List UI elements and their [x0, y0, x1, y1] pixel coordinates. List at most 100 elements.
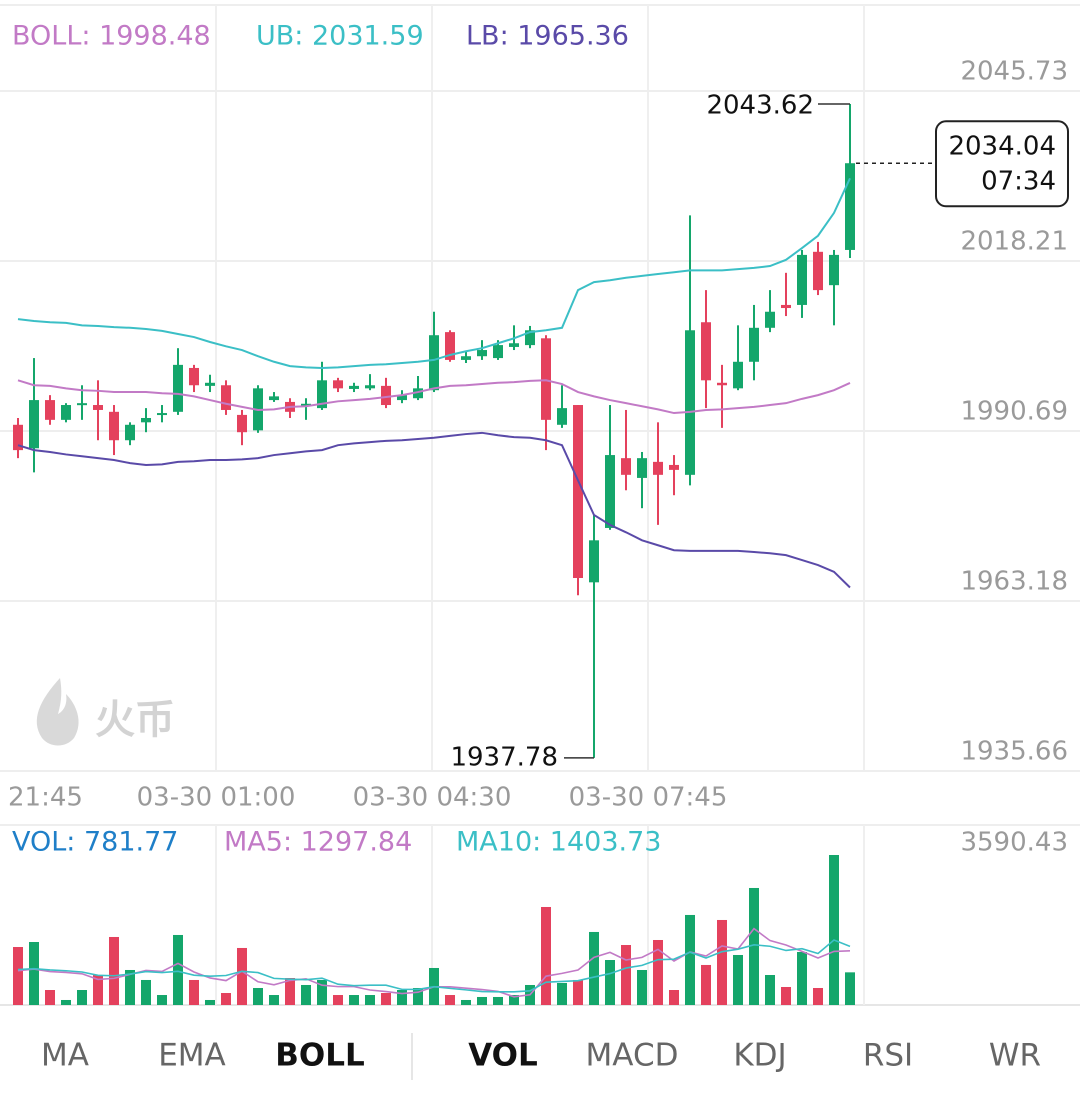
- volume-bar: [781, 986, 791, 1005]
- candle-body: [317, 380, 327, 409]
- candle-body: [701, 322, 711, 381]
- volume-bar: [621, 945, 631, 1005]
- volume-bar: [253, 987, 263, 1005]
- volume-bar: [685, 914, 695, 1005]
- volume-bar: [109, 936, 119, 1005]
- volume-bar: [845, 972, 855, 1005]
- volume-bar: [333, 995, 343, 1005]
- volume-bar: [141, 979, 151, 1005]
- volume-bar: [61, 999, 71, 1005]
- volume-bar: [45, 990, 55, 1005]
- indicator-tab[interactable]: RSI: [863, 1038, 913, 1074]
- watermark: 火币: [95, 697, 175, 743]
- candle-body: [141, 417, 151, 423]
- volume-bar: [29, 941, 39, 1005]
- volume-bar: [189, 979, 199, 1005]
- candle-body: [445, 332, 455, 360]
- y-tick-label: 2045.73: [960, 57, 1068, 87]
- candle-body: [125, 424, 135, 441]
- candle-body: [45, 400, 55, 420]
- candle-body: [413, 388, 423, 399]
- boll-line: [17, 177, 851, 369]
- legend-label: BOLL: 1998.48: [12, 21, 211, 52]
- volume-bar: [653, 939, 663, 1005]
- x-tick-label: 03-30 07:45: [569, 783, 728, 813]
- candle-body: [669, 464, 679, 470]
- low-label: 1937.78: [450, 742, 558, 772]
- volume-bar: [541, 906, 551, 1005]
- countdown: 07:34: [981, 167, 1056, 197]
- candle-body: [269, 396, 279, 401]
- volume-bar: [797, 951, 807, 1005]
- volume-bar: [13, 947, 23, 1005]
- last-price: 2034.04: [948, 132, 1056, 162]
- legend-label: MA5: 1297.84: [224, 827, 412, 858]
- volume-bar: [205, 999, 215, 1005]
- candle-body: [397, 395, 407, 401]
- volume-bar: [749, 887, 759, 1005]
- candle-body: [189, 367, 199, 386]
- y-tick-label: 1990.69: [960, 397, 1068, 427]
- legend-label: MA10: 1403.73: [456, 827, 661, 858]
- candle-body: [333, 380, 343, 389]
- last-price-box: [935, 120, 1069, 208]
- candle-body: [589, 540, 599, 583]
- volume-bar: [829, 855, 839, 1005]
- candle-body: [157, 413, 167, 416]
- candle-body: [845, 163, 855, 250]
- volume-bar: [733, 954, 743, 1005]
- y-tick-label: 2018.21: [960, 227, 1068, 257]
- high-label: 2043.62: [706, 91, 814, 121]
- volume-bar: [157, 995, 167, 1005]
- candle-body: [765, 311, 775, 328]
- legend-label: VOL: 781.77: [12, 827, 178, 858]
- legend-label: UB: 2031.59: [256, 21, 424, 52]
- volume-bar: [605, 960, 615, 1005]
- indicator-tab[interactable]: WR: [989, 1038, 1041, 1074]
- volume-bar: [445, 995, 455, 1005]
- volume-bar: [765, 975, 775, 1005]
- indicator-tab[interactable]: MA: [41, 1038, 89, 1074]
- candle-body: [781, 304, 791, 309]
- candle-body: [381, 385, 391, 406]
- volume-bar: [701, 964, 711, 1005]
- candle-body: [797, 254, 807, 305]
- candle-body: [733, 361, 743, 389]
- volume-bar: [589, 931, 599, 1005]
- candle-body: [717, 382, 727, 386]
- indicator-tab[interactable]: VOL: [468, 1038, 538, 1074]
- volume-bar: [237, 947, 247, 1005]
- x-tick-label: 03-30 04:30: [353, 783, 512, 813]
- volume-bar: [509, 995, 519, 1005]
- candle-body: [637, 458, 647, 478]
- candle-body: [173, 364, 183, 412]
- candle-body: [605, 455, 615, 528]
- volume-bar: [317, 979, 327, 1005]
- candle-body: [653, 461, 663, 475]
- volume-bar: [93, 975, 103, 1005]
- indicator-tab[interactable]: BOLL: [275, 1038, 365, 1074]
- volume-bar: [397, 990, 407, 1005]
- volume-bar: [573, 979, 583, 1005]
- boll-line: [17, 431, 851, 589]
- volume-bar: [381, 993, 391, 1005]
- ma-line: [17, 939, 851, 993]
- candle-body: [77, 403, 87, 406]
- volume-bar: [125, 969, 135, 1005]
- candle-body: [237, 414, 247, 433]
- y-tick-label: 1935.66: [960, 737, 1068, 767]
- y-tick-label: 3590.43: [960, 828, 1068, 858]
- indicator-tab[interactable]: MACD: [586, 1038, 679, 1074]
- legend-label: LB: 1965.36: [466, 21, 629, 52]
- indicator-tab[interactable]: KDJ: [733, 1038, 786, 1074]
- candle-body: [525, 330, 535, 346]
- layout: [0, 4, 1080, 1080]
- volume-bar: [461, 999, 471, 1005]
- candle-body: [749, 327, 759, 362]
- volume-bar: [301, 984, 311, 1005]
- candle-body: [573, 405, 583, 579]
- volume-bar: [77, 990, 87, 1005]
- indicator-tab[interactable]: EMA: [158, 1038, 226, 1074]
- candle-body: [109, 411, 119, 441]
